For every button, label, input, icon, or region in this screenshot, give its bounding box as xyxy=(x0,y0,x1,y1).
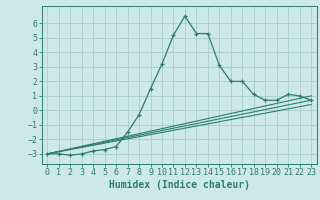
X-axis label: Humidex (Indice chaleur): Humidex (Indice chaleur) xyxy=(109,180,250,190)
